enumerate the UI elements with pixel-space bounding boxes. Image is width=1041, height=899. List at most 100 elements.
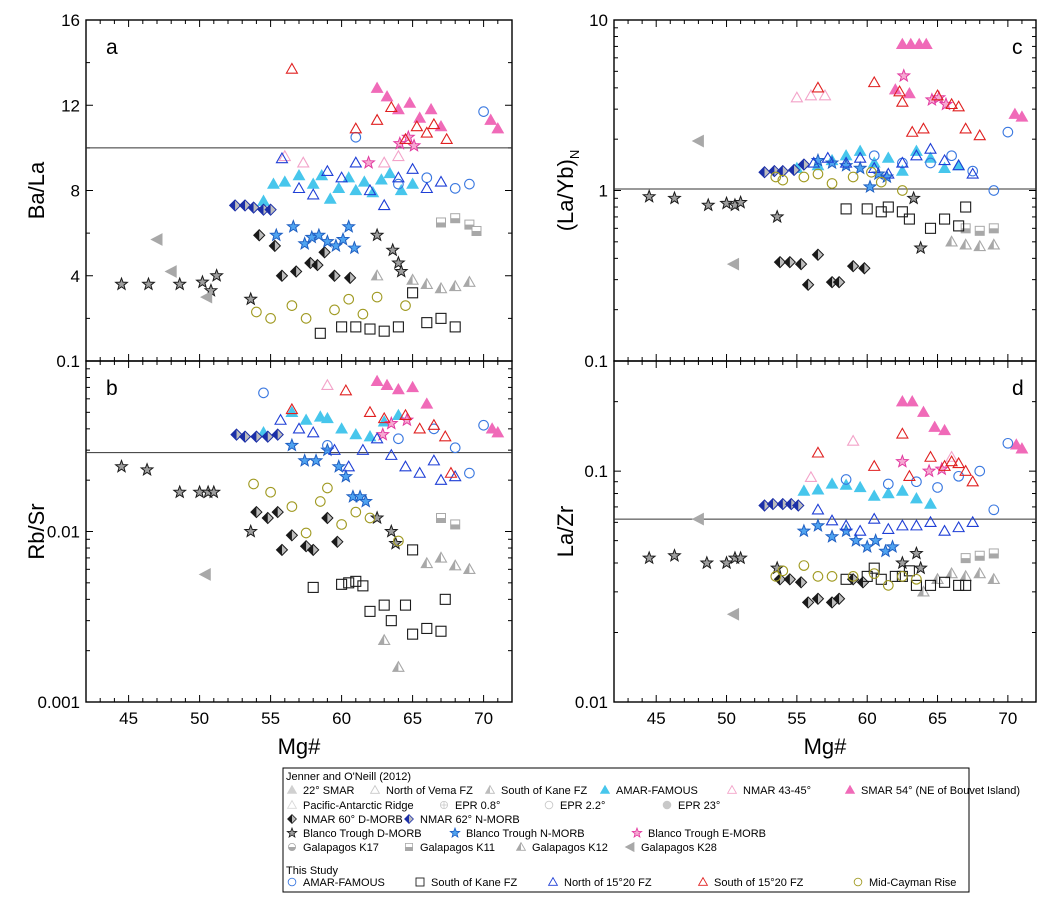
y-axis-label-subscript: N	[567, 150, 582, 159]
series-blanco_d	[641, 545, 928, 575]
series-blanco_n	[269, 219, 362, 255]
data-point	[406, 162, 420, 174]
data-point	[114, 459, 129, 473]
data-point	[911, 476, 922, 488]
chart-panel-a: 0.1 4 8 12 16 Ba/La a	[24, 11, 513, 371]
data-point	[924, 579, 937, 591]
data-point	[289, 265, 303, 278]
data-point	[356, 443, 370, 455]
data-point	[335, 171, 349, 183]
legend-item-nmar60: NMAR 60° D-MORB	[287, 814, 403, 826]
legend-marker-symbol	[369, 784, 381, 794]
data-point	[383, 166, 397, 179]
data-point	[384, 415, 399, 430]
data-point	[988, 185, 1000, 196]
legend-label: SMAR 54° (NE of Bouvet Island)	[861, 785, 1020, 797]
data-point	[478, 419, 489, 431]
data-point	[867, 459, 881, 471]
data-point	[341, 219, 356, 233]
data-point	[733, 194, 748, 209]
legend-label: 22° SMAR	[303, 785, 355, 797]
data-point	[335, 422, 349, 434]
data-point	[435, 625, 447, 637]
data-point	[953, 579, 965, 591]
legend-marker-symbol	[404, 842, 413, 851]
legend-marker	[853, 877, 863, 887]
data-point	[200, 290, 213, 304]
data-point	[909, 149, 923, 161]
data-point	[209, 268, 224, 282]
data-point	[444, 466, 458, 478]
legend-label: NMAR 60° D-MORB	[303, 814, 403, 826]
panel-letter: b	[106, 377, 118, 400]
data-point	[364, 323, 376, 335]
data-point	[271, 505, 284, 519]
data-point	[421, 317, 433, 329]
data-point	[903, 213, 915, 225]
x-tick-label: 60	[858, 709, 877, 728]
data-point	[952, 520, 966, 533]
series-blanco_d	[114, 227, 409, 306]
data-point	[306, 426, 320, 438]
legend-marker-symbol	[287, 814, 297, 824]
data-point	[882, 478, 894, 490]
data-point	[798, 171, 810, 183]
data-point	[464, 178, 475, 190]
series-s15_ts	[285, 384, 458, 478]
data-point	[400, 300, 411, 311]
legend-marker	[599, 784, 611, 794]
series-blanco_n	[796, 518, 900, 558]
data-point	[248, 478, 259, 490]
series-nmar43_jo	[320, 378, 334, 390]
data-point	[959, 238, 973, 250]
data-point	[385, 615, 397, 627]
data-point	[966, 475, 980, 487]
data-point	[311, 227, 327, 242]
data-point	[322, 482, 333, 494]
data-point	[848, 533, 864, 547]
legend-label: North of Vema FZ	[386, 785, 473, 797]
data-point	[1002, 126, 1014, 138]
data-point	[370, 81, 384, 93]
plot-frame	[85, 19, 513, 362]
chart-panel-b: 0.001 0.01 45 50 55 60 65 70 Mg# Rb/Sr b	[24, 360, 513, 759]
data-point	[266, 177, 280, 189]
data-point	[945, 450, 959, 462]
series-cayman_ts	[770, 560, 922, 591]
data-point	[393, 433, 404, 445]
data-point	[307, 581, 319, 593]
data-point	[1015, 110, 1029, 122]
legend-marker	[287, 877, 297, 887]
series-blanco_e	[361, 129, 422, 169]
data-point	[797, 158, 811, 171]
series-blanco_d	[114, 459, 403, 550]
data-point	[449, 321, 461, 333]
legend-item-galap_k17: Galapagos K17	[287, 842, 379, 854]
legend-item-smar22: 22° SMAR	[286, 784, 355, 797]
legend-marker-symbol	[439, 801, 448, 810]
plot-frame	[613, 360, 1037, 703]
data-point	[1008, 107, 1022, 119]
data-point	[285, 62, 299, 74]
data-point	[311, 258, 324, 272]
series-galap_k12	[370, 269, 476, 294]
legend-label: South of Kane FZ	[431, 877, 517, 889]
data-point	[413, 422, 427, 434]
series-smar54_jo	[888, 37, 1029, 122]
legend-item-blanco_e: Blanco Trough E-MORB	[631, 826, 766, 840]
data-point	[141, 276, 156, 291]
x-tick-label: 65	[403, 709, 422, 728]
data-point	[700, 197, 716, 212]
data-point	[484, 113, 498, 125]
data-point	[909, 519, 923, 531]
legend-item-kane_ts: South of Kane FZ	[415, 877, 517, 889]
data-point	[296, 156, 310, 168]
legend-marker-symbol	[287, 842, 296, 851]
plot-frame	[85, 360, 513, 703]
data-point	[913, 560, 928, 575]
legend-item-epr22: EPR 2.2°	[544, 800, 605, 812]
data-point	[826, 571, 838, 582]
data-point	[172, 484, 187, 499]
data-point	[336, 578, 348, 590]
